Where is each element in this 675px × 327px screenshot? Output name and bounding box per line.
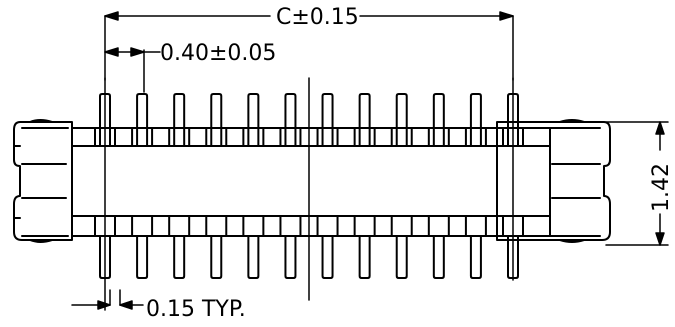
top-pin-pad xyxy=(353,127,376,147)
top-pin-pad xyxy=(168,127,191,147)
bottom-pin xyxy=(247,235,260,279)
top-pin-pad xyxy=(205,127,228,147)
bottom-pin-pad xyxy=(279,215,302,237)
dimension-c xyxy=(104,11,514,81)
top-pin xyxy=(136,93,149,147)
bottom-pin xyxy=(136,235,149,279)
bottom-pin xyxy=(358,235,371,279)
bottom-pin xyxy=(321,235,334,279)
bottom-pin-pad xyxy=(353,215,376,237)
bottom-pin-pad xyxy=(205,215,228,237)
dimension-height xyxy=(605,121,669,246)
bottom-pin-pad xyxy=(316,215,339,237)
top-pin-pad xyxy=(316,127,339,147)
bottom-pin xyxy=(469,235,482,279)
top-pin xyxy=(247,93,260,147)
overall-dimension-label: C±0.15 xyxy=(276,5,359,30)
top-pin xyxy=(395,93,408,147)
right-end-housing xyxy=(496,119,611,243)
bottom-pin-pad xyxy=(427,215,450,237)
top-pin xyxy=(432,93,445,147)
top-pin xyxy=(210,93,223,147)
bottom-pin xyxy=(284,235,297,279)
top-pin xyxy=(284,93,297,147)
dimension-pitch xyxy=(104,47,161,57)
bottom-pin-pad xyxy=(168,215,191,237)
connector-body xyxy=(71,127,551,237)
center-lines xyxy=(104,49,514,311)
bottom-pin xyxy=(210,235,223,279)
left-end-housing xyxy=(13,119,73,243)
bottom-pin-pad xyxy=(242,215,265,237)
pin-width-dimension-label: 0.15 TYP. xyxy=(146,297,246,322)
bottom-pin-pad xyxy=(131,215,154,237)
bottom-pin-pad xyxy=(464,215,487,237)
pitch-dimension-label: 0.40±0.05 xyxy=(160,41,276,66)
top-pin-pad xyxy=(390,127,413,147)
top-pin-pad xyxy=(464,127,487,147)
top-pin xyxy=(173,93,186,147)
height-dimension-label: 1.42 xyxy=(649,163,674,212)
bottom-pin xyxy=(395,235,408,279)
top-pin xyxy=(321,93,334,147)
bottom-pin-pad xyxy=(390,215,413,237)
bottom-pin xyxy=(432,235,445,279)
top-pin-pad xyxy=(427,127,450,147)
top-pin-row xyxy=(94,93,524,147)
top-pin xyxy=(469,93,482,147)
top-pin xyxy=(358,93,371,147)
top-pin-pad xyxy=(131,127,154,147)
bottom-pin xyxy=(173,235,186,279)
dimension-pin-width xyxy=(71,300,144,310)
top-pin-pad xyxy=(242,127,265,147)
top-pin-pad xyxy=(279,127,302,147)
